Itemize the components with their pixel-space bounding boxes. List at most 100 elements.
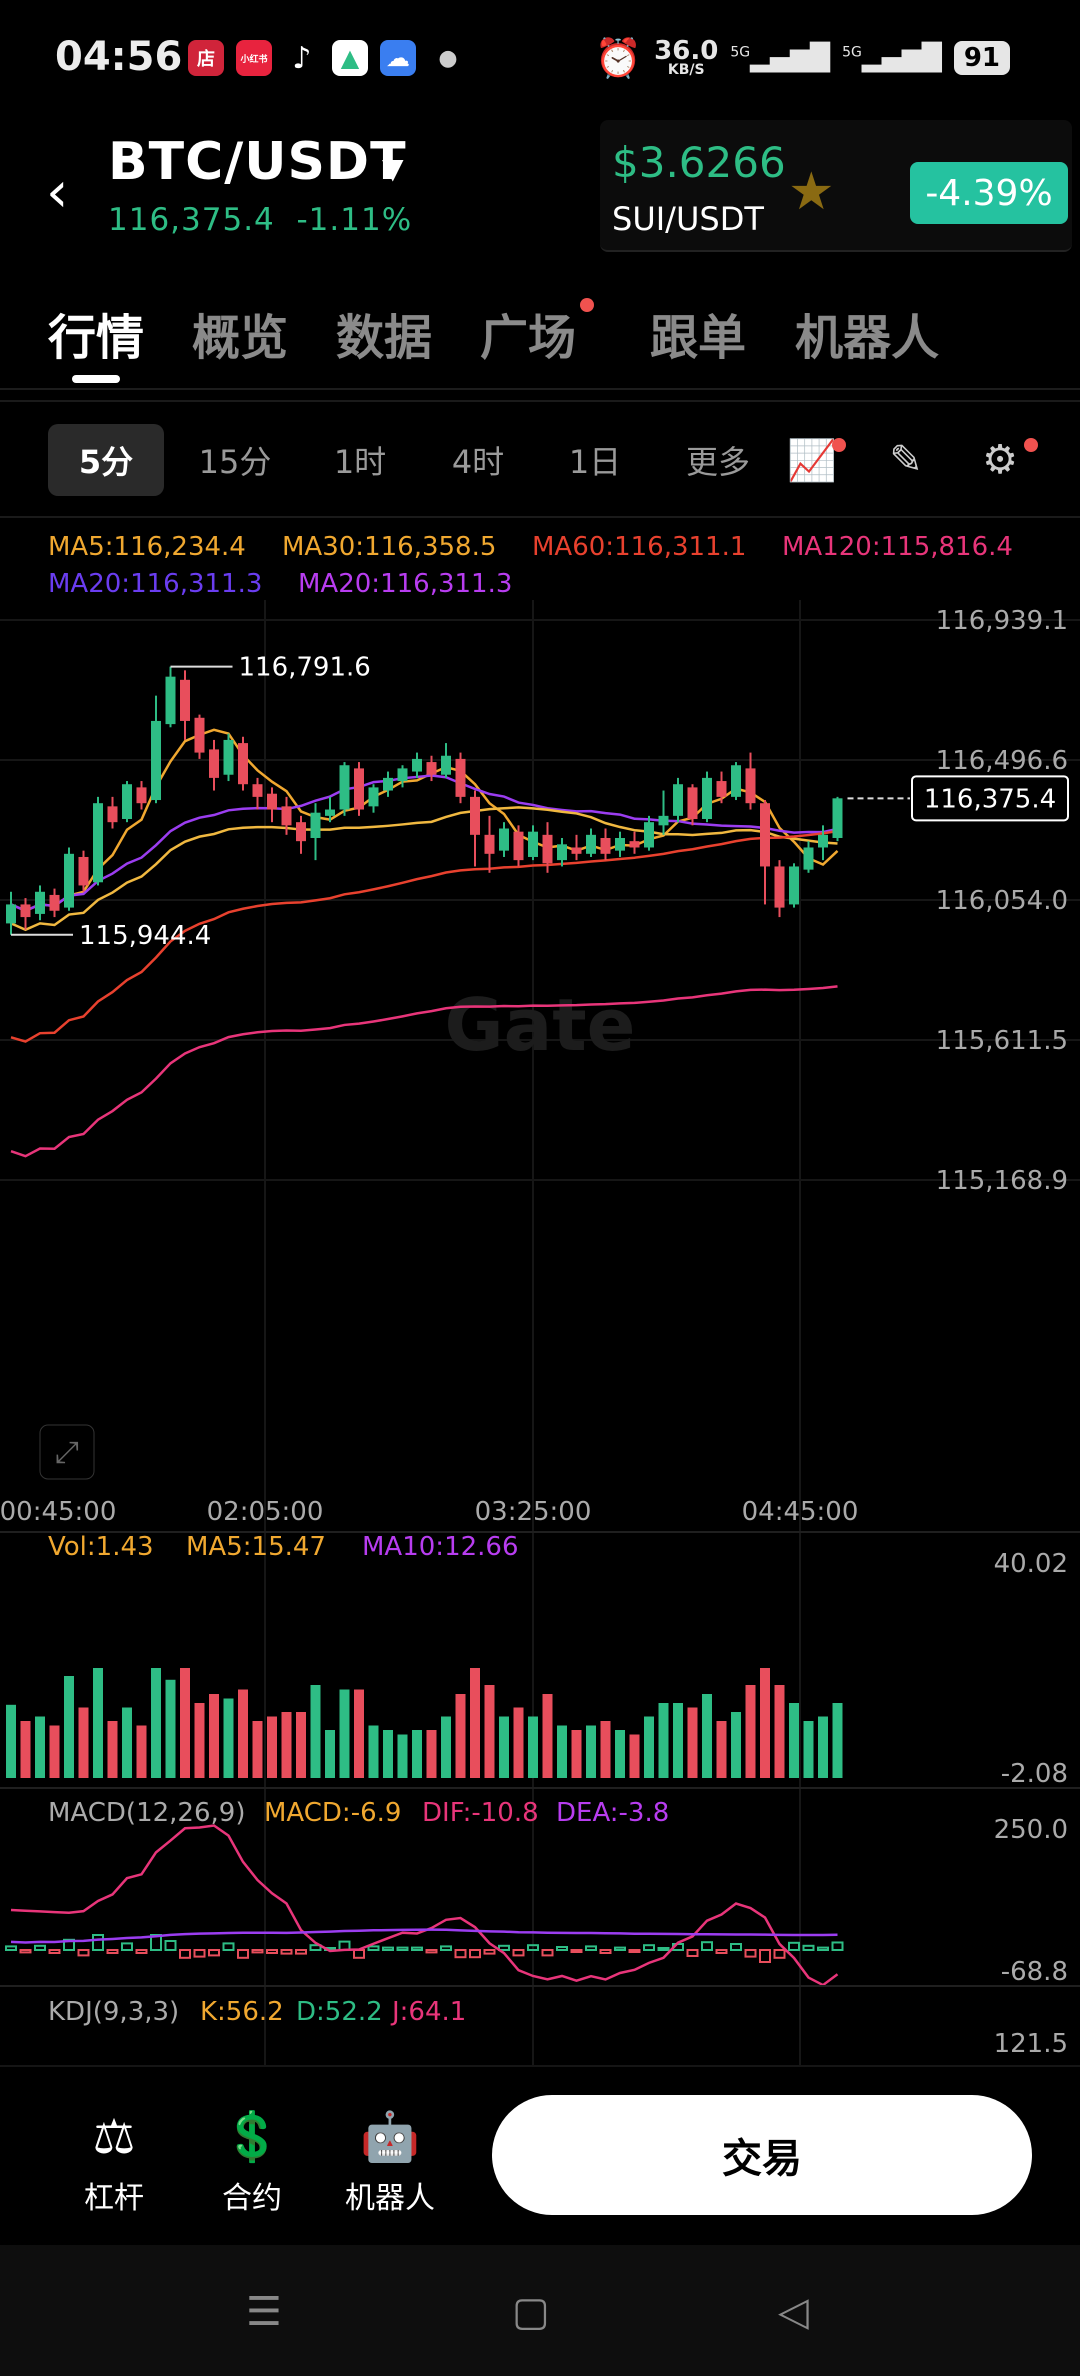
macd-bar	[701, 1941, 713, 1951]
candle-body	[383, 777, 393, 791]
current-price-box	[911, 775, 1069, 822]
kline-svg[interactable]: MA5:116,234.4 MA30:116,358.5 MA60:116,31…	[0, 520, 1080, 2065]
interval-5m[interactable]: 5分	[48, 424, 164, 496]
candle-body	[194, 717, 205, 753]
volume-bar	[716, 1721, 727, 1778]
macd-bar	[425, 1949, 438, 1954]
macd-bar	[222, 1942, 235, 1952]
volume-bar	[513, 1707, 524, 1778]
favorite-star-icon[interactable]: ★	[788, 162, 835, 222]
candle-body	[629, 841, 640, 848]
candles: 116,791.6 115,944.4 116,375.4	[6, 653, 1069, 951]
candle-body	[78, 856, 89, 886]
signal-icon-2: 5G▂▄▆█	[842, 43, 942, 73]
volume-bar	[194, 1703, 205, 1778]
candle-body	[600, 837, 611, 854]
status-time: 04:56	[55, 34, 183, 80]
net-speed: 36.0 KB/S	[654, 36, 719, 78]
interval-1h[interactable]: 1时	[333, 443, 387, 481]
candle-body	[107, 806, 118, 823]
bots-label: 机器人	[345, 2181, 435, 2216]
volume-bar	[35, 1716, 45, 1778]
macd-bar	[715, 1949, 728, 1954]
time-tick: 02:05:00	[207, 1497, 324, 1527]
volume-bar	[238, 1689, 248, 1778]
home-square-icon[interactable]: ▢	[512, 2289, 550, 2335]
macd-bar	[556, 1946, 568, 1951]
futures-button[interactable]: 💲 合约	[192, 2107, 312, 2217]
candle-body	[644, 822, 654, 848]
ma20-legend-2: MA20:116,311.3	[298, 569, 512, 599]
candle-body	[702, 777, 712, 820]
volume-bar	[557, 1725, 567, 1778]
candle-body	[267, 793, 277, 810]
indicator-icon[interactable]: 📈	[787, 437, 837, 484]
signal-icon: 5G▂▄▆█	[730, 43, 831, 73]
vol-ma10-legend: MA10:12.66	[362, 1532, 519, 1562]
tab-overview[interactable]: 概览	[192, 310, 289, 366]
candle-body	[760, 803, 770, 867]
interval-4h[interactable]: 4时	[451, 443, 505, 481]
ma20-line	[10, 774, 838, 913]
tab-market[interactable]: 行情	[48, 310, 145, 366]
candle-body	[470, 796, 480, 835]
volume-bar	[165, 1679, 176, 1778]
tab-underline	[72, 375, 120, 383]
interval-15m[interactable]: 15分	[198, 443, 272, 481]
volume-bar	[426, 1730, 437, 1778]
xiaohongshu-icon: 小红书	[236, 40, 272, 76]
tab-data[interactable]: 数据	[336, 310, 433, 366]
volume-bar	[441, 1716, 451, 1778]
robot-icon: 🤖	[360, 2109, 420, 2165]
volume-bar	[383, 1730, 393, 1778]
candle-body	[484, 834, 495, 854]
candle-body	[499, 828, 509, 851]
trade-button[interactable]: 交易	[492, 2095, 1032, 2215]
candle-body	[586, 834, 596, 854]
candle-body	[209, 749, 219, 778]
chevron-down-icon[interactable]: ▼	[382, 152, 404, 185]
candle-body	[528, 831, 538, 857]
price-tick: 116,939.1	[936, 606, 1068, 636]
volume-bar	[267, 1716, 277, 1778]
ma120-line	[10, 985, 838, 1158]
candle-body	[223, 739, 234, 775]
dea-line	[10, 1928, 838, 1944]
bots-button[interactable]: 🤖 机器人	[330, 2107, 450, 2217]
candle-body	[165, 676, 176, 725]
volume-bar	[528, 1716, 538, 1778]
interval-more[interactable]: 更多	[685, 443, 750, 481]
macd-title: MACD(12,26,9)	[48, 1798, 245, 1828]
volume-bar	[470, 1668, 480, 1778]
expand-icon[interactable]	[39, 1424, 95, 1480]
tab-square[interactable]: 广场	[480, 310, 577, 366]
draw-tool-icon[interactable]: ✎	[889, 437, 923, 483]
kdj-k: K:56.2	[200, 1997, 284, 2027]
back-triangle-icon[interactable]: ◁	[778, 2289, 809, 2335]
high-marker: 116,791.6	[239, 653, 371, 683]
kline-chart[interactable]: MA5:116,234.4 MA30:116,358.5 MA60:116,31…	[0, 520, 1080, 2065]
macd-axis-bottom: -68.8	[1001, 1957, 1068, 1987]
mini-ticker[interactable]: $3.6266 SUI/USDT ★ -4.39%	[600, 120, 1072, 252]
candle-body	[542, 834, 553, 864]
leverage-button[interactable]: ⚖ 杠杆	[54, 2107, 174, 2217]
kdj-d: D:52.2	[296, 1997, 383, 2027]
macd-bar	[454, 1949, 467, 1959]
pair-title[interactable]: BTC/USDT	[108, 132, 407, 192]
tab-bots[interactable]: 机器人	[795, 310, 940, 366]
macd-bar	[179, 1949, 191, 1959]
menu-icon[interactable]: ☰	[246, 2289, 282, 2335]
candle-body	[93, 803, 103, 883]
macd-bar	[759, 1949, 771, 1963]
candle-body	[122, 784, 132, 820]
settings-gear-icon[interactable]: ⚙	[982, 437, 1018, 483]
candle-body	[412, 758, 422, 772]
macd-bar	[266, 1949, 278, 1954]
price-tick: 115,611.5	[936, 1026, 1068, 1056]
interval-1d[interactable]: 1日	[568, 443, 622, 481]
ma20-legend: MA20:116,311.3	[48, 569, 262, 599]
back-arrow-icon[interactable]: ‹	[46, 160, 69, 225]
tab-copy-trading[interactable]: 跟单	[650, 310, 747, 366]
candle-body	[310, 812, 321, 838]
macd-bar	[498, 1944, 510, 1952]
